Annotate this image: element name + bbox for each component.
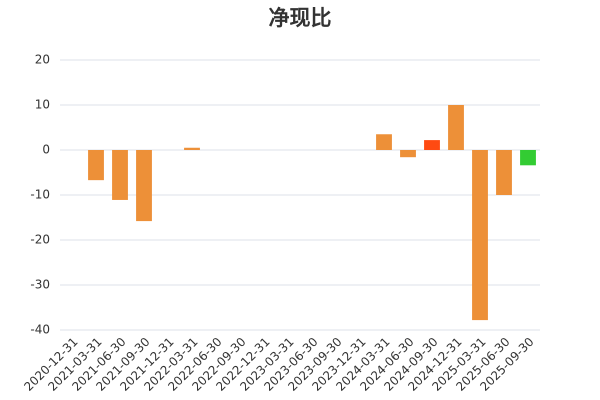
- y-tick-label: -30: [30, 278, 50, 292]
- bar: [448, 105, 464, 150]
- bar: [472, 150, 488, 321]
- bar: [376, 134, 392, 150]
- bar: [400, 150, 416, 158]
- y-tick-label: 20: [35, 53, 50, 67]
- bar: [496, 150, 512, 195]
- bar: [184, 147, 200, 150]
- y-tick-label: 10: [35, 98, 50, 112]
- bar: [88, 150, 104, 181]
- y-tick-label: -20: [30, 233, 50, 247]
- y-tick-label: -40: [30, 323, 50, 337]
- bar: [424, 140, 440, 150]
- bar: [112, 150, 128, 200]
- bar: [136, 150, 152, 222]
- y-tick-label: -10: [30, 188, 50, 202]
- bar: [520, 150, 536, 166]
- chart-title: 净现比: [269, 6, 332, 30]
- y-tick-label: 0: [42, 143, 50, 157]
